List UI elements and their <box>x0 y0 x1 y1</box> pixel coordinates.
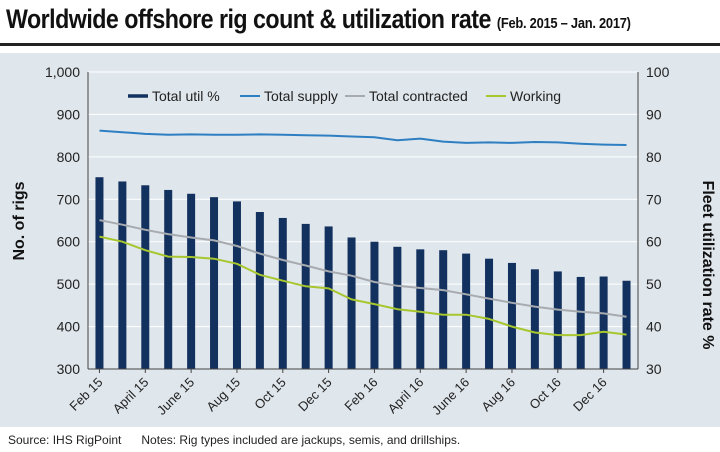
y-tick-label-left: 600 <box>57 234 81 250</box>
chart-title: Worldwide offshore rig count & utilizati… <box>6 4 631 35</box>
x-tick-label: Aug 15 <box>203 375 243 415</box>
x-tick-label: Oct 16 <box>526 375 564 413</box>
util-bar <box>485 258 494 369</box>
left-axis: 1,000 900 800 700 600 500 400 300 <box>45 64 89 377</box>
util-bar <box>95 177 104 369</box>
util-bar <box>324 226 333 369</box>
util-bar <box>576 276 585 369</box>
util-bar <box>278 217 287 369</box>
x-tick-label: April 16 <box>385 375 427 417</box>
y-tick-label-left: 500 <box>57 276 81 292</box>
y-tick-label-right: 70 <box>646 191 662 207</box>
x-tick-label: Dec 15 <box>295 375 335 415</box>
chart-header: Worldwide offshore rig count & utilizati… <box>0 0 720 46</box>
util-bar <box>622 280 631 369</box>
util-bar <box>370 241 379 369</box>
y-tick-label-right: 100 <box>646 64 670 80</box>
y-tick-label-right: 50 <box>646 276 662 292</box>
notes-text: Notes: Rig types included are jackups, s… <box>141 433 461 447</box>
y-tick-label-left: 300 <box>57 361 81 377</box>
util-bar <box>118 181 127 369</box>
title-divider <box>0 43 720 46</box>
legend-working-label: Working <box>510 88 561 104</box>
y-tick-label-right: 80 <box>646 149 662 165</box>
x-tick-label: Dec 16 <box>570 375 610 415</box>
util-bar <box>210 197 219 369</box>
util-bar <box>232 201 241 369</box>
y-axis-left-label: No. of rigs <box>11 181 28 260</box>
chart-subtitle: (Feb. 2015 – Jan. 2017) <box>496 15 631 32</box>
chart-footer: Source: IHS RigPoint Notes: Rig types inc… <box>8 433 460 447</box>
x-tick-label: Feb 15 <box>66 375 105 414</box>
util-bar <box>599 276 608 369</box>
rig-count-chart: 1,000 900 800 700 600 500 400 300 100 90 80 70 60 50… <box>11 64 716 418</box>
y-tick-label-right: 40 <box>646 319 662 335</box>
y-tick-label-right: 90 <box>646 106 662 122</box>
y-tick-label-left: 1,000 <box>45 64 80 80</box>
right-axis: 100 90 80 70 60 50 40 30 <box>637 64 670 377</box>
util-bar <box>439 250 448 369</box>
working-line <box>99 235 627 337</box>
legend-total-supply-label: Total supply <box>264 88 338 104</box>
x-tick-label: June 16 <box>429 375 472 418</box>
util-bar <box>255 212 264 369</box>
x-tick-label: Feb 16 <box>341 375 380 414</box>
y-axis-right-label: Fleet utilization rate % <box>699 181 716 350</box>
x-tick-label: April 15 <box>110 375 152 417</box>
util-bar <box>553 271 562 369</box>
util-bar <box>187 193 196 369</box>
x-tick-label: Oct 15 <box>251 375 289 413</box>
x-tick-label: Aug 16 <box>478 375 518 415</box>
legend-total-util-label: Total util % <box>152 88 220 104</box>
util-bar <box>416 249 425 369</box>
util-bars <box>95 177 631 369</box>
chart-title-text: Worldwide offshore rig count & utilizati… <box>6 4 491 34</box>
chart-legend: Total util % Total supply Total contracted… <box>128 88 561 104</box>
total-supply-line <box>99 129 627 146</box>
y-tick-label-right: 30 <box>646 361 662 377</box>
util-bar <box>507 262 516 369</box>
y-tick-label-left: 800 <box>57 149 81 165</box>
util-bar <box>462 253 471 369</box>
y-tick-label-left: 700 <box>57 191 81 207</box>
x-tick-label: June 15 <box>154 375 197 418</box>
y-tick-label-left: 400 <box>57 319 81 335</box>
source-note: Source: IHS RigPoint <box>8 433 122 447</box>
util-bar <box>530 269 539 369</box>
util-bar <box>141 185 150 369</box>
util-bar <box>301 223 310 369</box>
util-bar <box>393 246 402 369</box>
util-bar <box>164 189 173 369</box>
util-bar <box>347 237 356 369</box>
y-tick-label-right: 60 <box>646 234 662 250</box>
legend-total-contracted-label: Total contracted <box>369 88 468 104</box>
series-lines <box>99 129 627 337</box>
x-axis: Feb 15 April 15 June 15 Aug 15 Oct 15 Dec 15 F… <box>66 368 638 418</box>
y-tick-label-left: 900 <box>57 106 81 122</box>
total-contracted-line <box>99 219 627 318</box>
